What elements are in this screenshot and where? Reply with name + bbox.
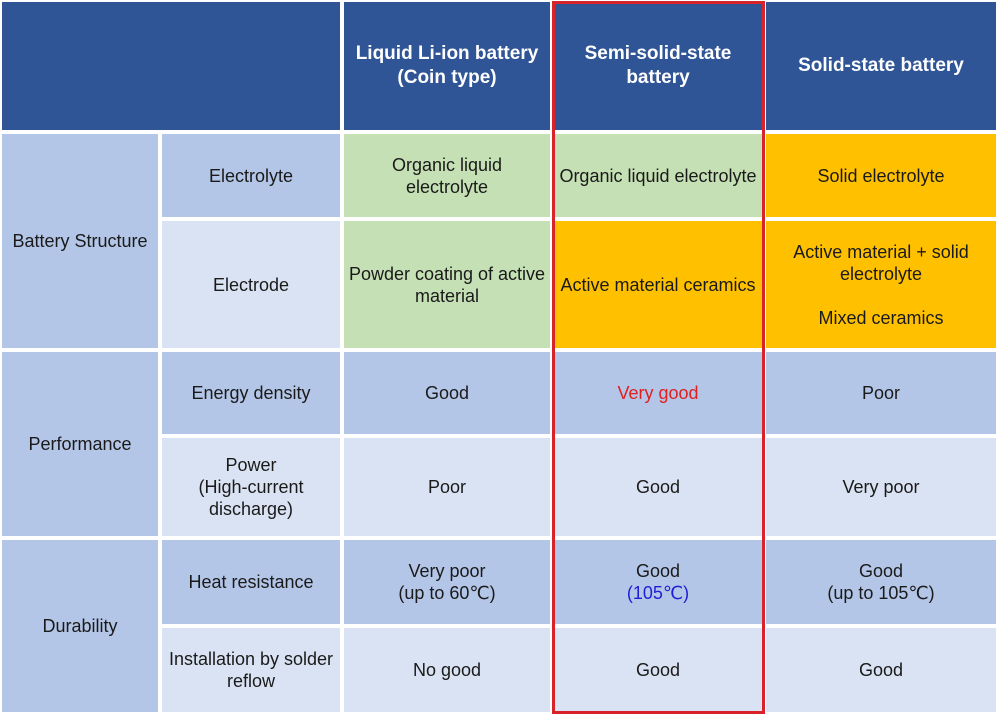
cell-heat-solid: Good (up to 105℃) [766, 540, 996, 624]
row-label-electrolyte: Electrolyte [162, 134, 340, 217]
cell-energy-semi: Very good [554, 352, 762, 434]
row-label-heat-resistance: Heat resistance [162, 540, 340, 624]
cell-heat-semi: Good (105℃) [554, 540, 762, 624]
row-label-electrode: Electrode [162, 221, 340, 348]
cell-electrolyte-semi: Organic liquid electrolyte [554, 134, 762, 217]
cell-electrolyte-solid: Solid electrolyte [766, 134, 996, 217]
cell-reflow-liquid: No good [344, 628, 550, 712]
row-label-energy-density: Energy density [162, 352, 340, 434]
cell-reflow-solid: Good [766, 628, 996, 712]
cell-electrolyte-liquid: Organic liquid electrolyte [344, 134, 550, 217]
cell-power-semi: Good [554, 438, 762, 536]
header-corner [2, 2, 340, 130]
cell-electrode-solid: Active material + solid electrolyte Mixe… [766, 221, 996, 348]
cell-heat-liquid: Very poor (up to 60℃) [344, 540, 550, 624]
group-performance: Performance [2, 352, 158, 536]
cell-energy-liquid: Good [344, 352, 550, 434]
group-durability: Durability [2, 540, 158, 712]
row-label-power: Power (High-current discharge) [162, 438, 340, 536]
header-semi-solid-state: Semi-solid-state battery [554, 2, 762, 130]
cell-power-liquid: Poor [344, 438, 550, 536]
group-battery-structure: Battery Structure [2, 134, 158, 348]
row-label-solder-reflow: Installation by solder reflow [162, 628, 340, 712]
cell-reflow-semi: Good [554, 628, 762, 712]
cell-electrode-liquid: Powder coating of active material [344, 221, 550, 348]
header-liquid-li-ion: Liquid Li-ion battery (Coin type) [344, 2, 550, 130]
cell-electrode-semi: Active material ceramics [554, 221, 762, 348]
cell-energy-solid: Poor [766, 352, 996, 434]
header-solid-state: Solid-state battery [766, 2, 996, 130]
cell-power-solid: Very poor [766, 438, 996, 536]
